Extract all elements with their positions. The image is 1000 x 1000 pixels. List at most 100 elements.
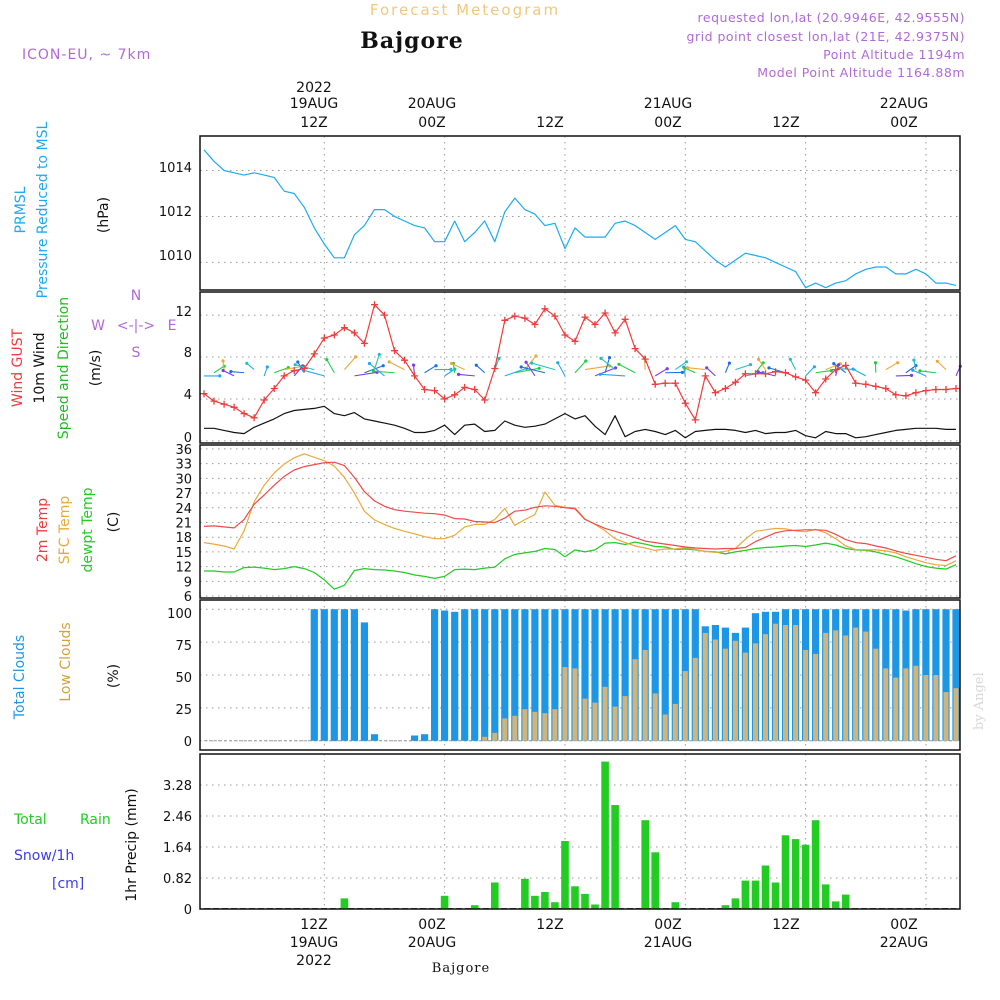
temperature-plot: [203, 453, 957, 590]
wind-direction-arrowhead: [873, 361, 878, 365]
wind-gust-marker: [721, 385, 729, 392]
wind-gust-marker: [350, 329, 358, 337]
wind-direction-arrowhead: [896, 361, 900, 365]
wind-direction-arrowhead: [665, 367, 669, 371]
wind-direction-arrow: [246, 362, 255, 371]
total-cloud-bar: [310, 609, 318, 741]
wind-direction-arrowhead: [265, 365, 269, 369]
rain-bar: [581, 893, 589, 909]
wind-gust-marker: [441, 395, 449, 403]
low-cloud-bar: [943, 692, 949, 741]
wind-direction-arrowhead: [757, 357, 761, 361]
rain-bar: [591, 904, 599, 909]
temp-tick-6: 6: [184, 590, 192, 605]
wind-gust-marker: [631, 345, 639, 353]
rain-bar: [801, 844, 810, 909]
low-cloud-bar: [823, 632, 829, 741]
low-cloud-bar: [522, 709, 528, 741]
top-tick-19aug-date: 19AUG: [290, 96, 339, 112]
wind-direction-arrowhead: [829, 369, 833, 373]
total-cloud-bar: [471, 609, 479, 741]
wind-gust-marker: [501, 316, 509, 324]
wind-grid: [200, 292, 960, 443]
clouds-plot: [204, 609, 960, 742]
total-cloud-bar: [350, 609, 358, 741]
bottom-tick-21aug-hour: 00Z: [654, 917, 681, 933]
wind-gust-marker: [491, 365, 499, 372]
low-cloud-bar: [712, 639, 718, 741]
low-cloud-bar: [933, 675, 939, 741]
temp-2m-label: 2m Temp: [35, 498, 51, 562]
wind-gust-marker: [391, 347, 398, 355]
wind-gust-marker: [340, 324, 348, 332]
rain-bar: [811, 820, 820, 909]
wind-gust-label: Wind GUST: [10, 328, 26, 407]
wind-direction-arrowhead: [837, 363, 841, 367]
rain-bar: [611, 805, 619, 909]
wind-direction-arrowhead: [354, 355, 358, 359]
total-cloud-bar: [441, 610, 449, 741]
wind-gust-marker: [832, 366, 840, 374]
precip-tick-328: 3.28: [163, 779, 192, 794]
wind-direction-arrow: [654, 368, 668, 377]
bottom-tick-19aug-year: 2022: [296, 953, 332, 969]
wind-frame: [199, 291, 961, 444]
low-cloud-bar: [482, 736, 488, 741]
rain-bar: [721, 905, 730, 909]
total-clouds-label: Total Clouds: [12, 635, 28, 720]
wind-direction-arrowhead: [756, 370, 760, 374]
wind-direction-arrow: [388, 361, 405, 371]
wind-direction-arrowhead: [296, 360, 300, 364]
total-cloud-bar: [340, 609, 348, 741]
low-cloud-bar: [622, 696, 628, 741]
wind-gust-marker: [852, 379, 860, 387]
total-cloud-bar: [451, 611, 459, 741]
wind-gust-marker: [681, 399, 689, 407]
low-cloud-bar: [702, 632, 708, 741]
precip-total-label: Total: [13, 812, 47, 828]
wind-direction-arrowhead: [705, 366, 709, 370]
total-cloud-bar: [952, 609, 960, 741]
wind-gust-marker: [932, 386, 940, 393]
precip-tick-164: 1.64: [163, 841, 192, 856]
wind-direction-arrow: [373, 354, 380, 370]
wind-gust-marker: [882, 385, 890, 392]
temp-tick-12: 12: [175, 561, 192, 576]
rain-bar: [731, 898, 740, 909]
wind-gust-marker: [591, 321, 599, 328]
wind-gust-marker: [381, 311, 388, 319]
temp-unit: (C): [106, 512, 122, 533]
wind-direction-arrowhead: [607, 356, 612, 360]
temp-sfc-label: SFC Temp: [57, 496, 73, 565]
precip-plot: [204, 761, 956, 909]
wind-direction-arrowhead: [684, 360, 689, 364]
low-cloud-bar: [883, 668, 889, 741]
dewpoint-line: [204, 541, 957, 590]
wind-gust-marker: [731, 378, 739, 386]
top-tick-21aug-date: 21AUG: [644, 96, 693, 112]
wind-gust-marker: [741, 370, 749, 378]
footer-location: Bajgore: [432, 961, 490, 976]
rain-bar: [771, 882, 780, 909]
temperature-frame: [199, 444, 961, 599]
wind-gust-marker: [551, 312, 559, 320]
wind-direction-arrowhead: [449, 367, 453, 371]
wind-gust-marker: [641, 355, 649, 363]
low-cloud-bar: [913, 665, 919, 741]
low-cloud-bar: [853, 627, 859, 741]
low-cloud-bar: [572, 668, 578, 741]
wind-gust-marker: [691, 416, 699, 424]
total-cloud-bar: [521, 609, 529, 741]
precip-unit: 1hr Precip (mm): [124, 788, 140, 901]
temperature-ticks: 6 9 12 15 18 21 24 27 30 33 36: [175, 443, 192, 605]
wind-direction-arrowhead: [680, 370, 685, 374]
top-tick-21aug-hour: 00Z: [654, 115, 681, 131]
temp-tick-21: 21: [175, 517, 192, 532]
compass-line: <-|->: [117, 318, 155, 334]
compass-s: S: [132, 345, 141, 361]
rain-bar: [571, 886, 579, 909]
rain-bar: [651, 852, 659, 909]
wind-panel: 0 4 8 12 Wind GUST 10m Wind Speed and Di…: [10, 288, 962, 446]
low-cloud-bar: [682, 671, 688, 741]
